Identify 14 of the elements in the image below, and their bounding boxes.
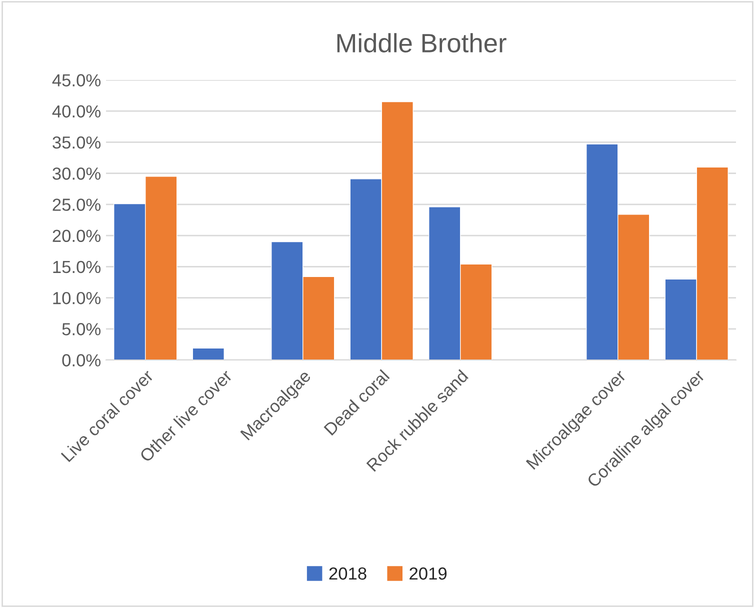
legend-label: 2019 bbox=[410, 567, 447, 580]
y-tick-label: 20.0% bbox=[52, 230, 101, 242]
y-tick-label: 10.0% bbox=[53, 292, 101, 304]
y-tick-label: 45.0% bbox=[52, 74, 101, 86]
y-tick-label: 15.0% bbox=[53, 260, 101, 274]
y-tick-label: 25.0% bbox=[52, 198, 101, 211]
y-tick-label: 30.0% bbox=[52, 168, 101, 180]
legend-label: 2018 bbox=[329, 567, 366, 580]
y-tick-label: 35.0% bbox=[52, 136, 101, 149]
y-tick-label: 0.0% bbox=[62, 354, 101, 366]
chart-title: Middle Brother bbox=[337, 33, 506, 52]
y-tick-label: 40.0% bbox=[52, 105, 101, 118]
bar bbox=[192, 348, 224, 360]
y-tick-label: 5.0% bbox=[62, 323, 101, 336]
